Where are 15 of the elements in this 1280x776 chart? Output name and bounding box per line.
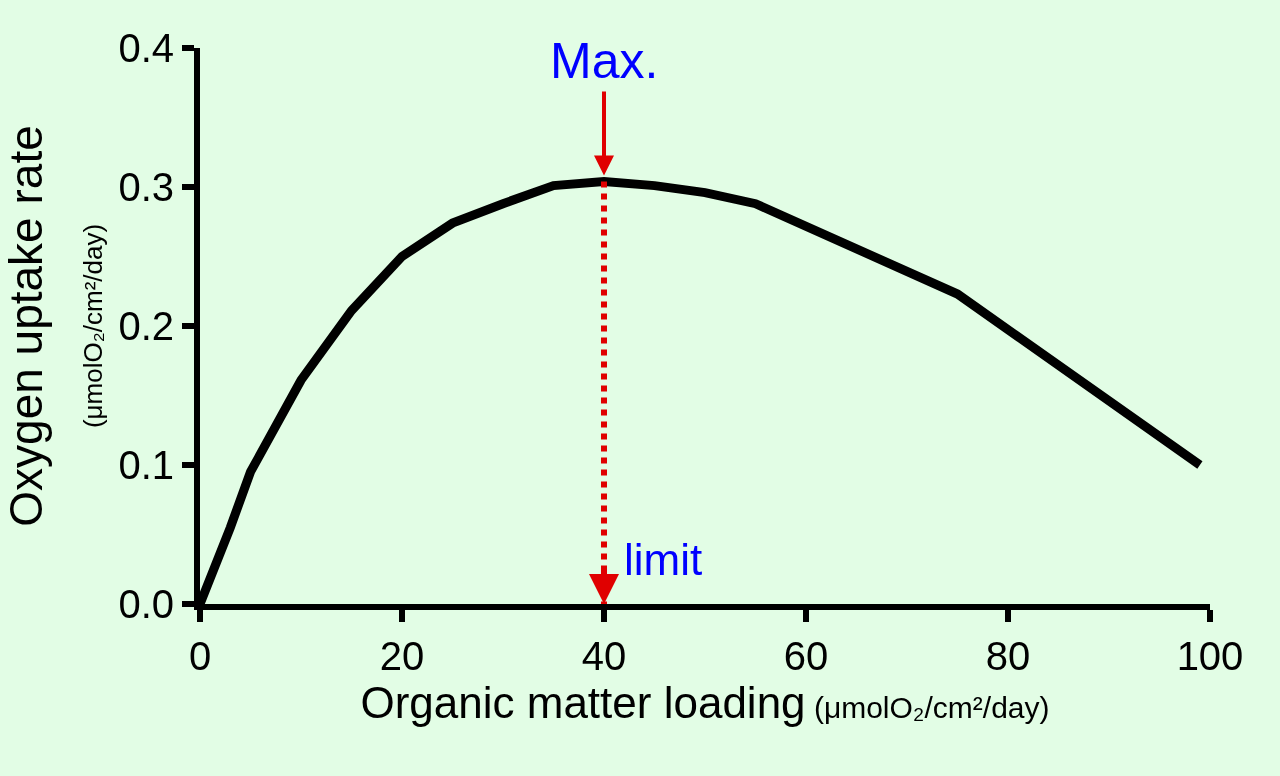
y-tick-label: 0.1 [118, 443, 174, 487]
y-tick-label: 0.4 [118, 26, 174, 70]
y-tick-label: 0.2 [118, 304, 174, 348]
x-tick-label: 80 [985, 634, 1031, 678]
y-tick-label: 0.0 [118, 582, 174, 626]
x-tick-label: 0 [188, 634, 212, 678]
x-tick-label: 60 [783, 634, 829, 678]
x-tick-label: 20 [379, 634, 425, 678]
y-tick-label: 0.3 [118, 165, 174, 209]
y-axis-title: Oxygen uptake rate (μmolO₂/cm²/day) [0, 125, 108, 527]
x-tick-label: 40 [581, 634, 627, 678]
annotation: Max. [550, 33, 659, 89]
x-tick-label: 100 [1176, 634, 1244, 678]
ref-line-label: limit [624, 535, 703, 584]
x-axis-title: Organic matter loading (μmolO₂/cm²/day) [360, 678, 1050, 727]
